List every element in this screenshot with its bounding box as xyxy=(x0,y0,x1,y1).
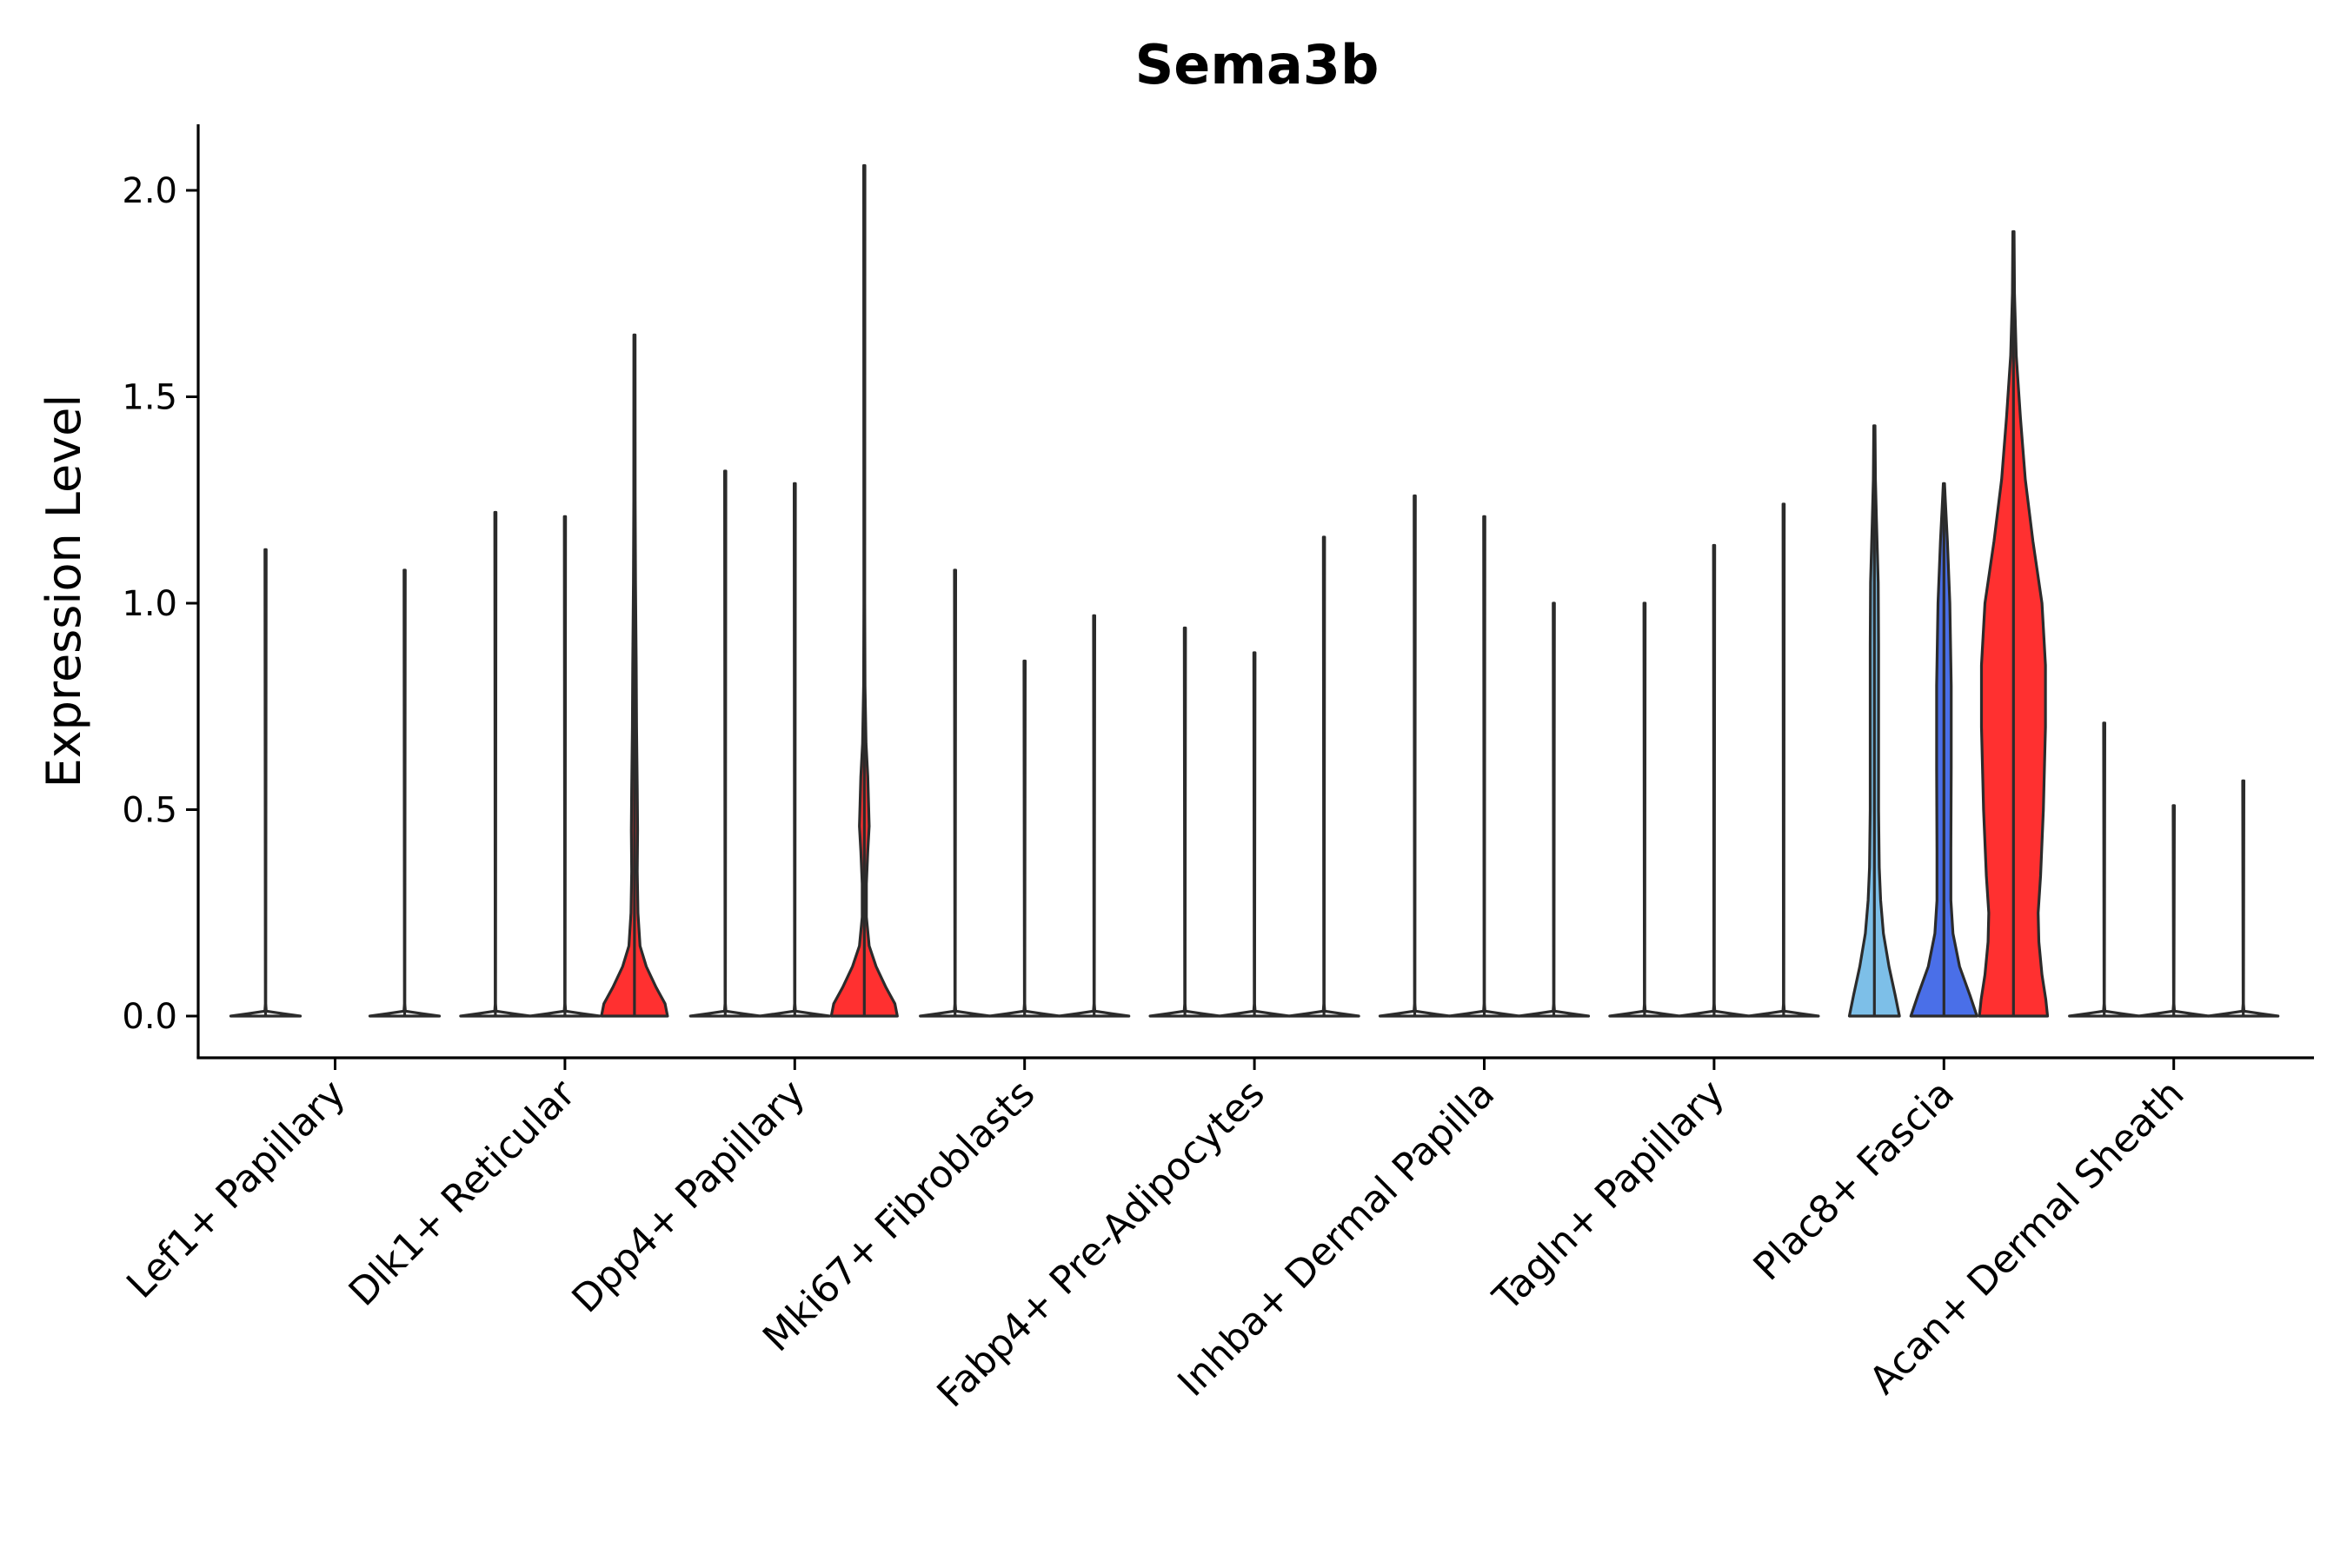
x-tick-label: Tagln+ Papillary xyxy=(1485,1072,1733,1320)
y-tick-label: 1.0 xyxy=(122,584,177,624)
violins xyxy=(229,163,2280,1018)
y-axis-label: Expression Level xyxy=(37,395,91,788)
y-tick-label: 1.5 xyxy=(122,378,177,418)
y-tick-label: 0.0 xyxy=(122,997,177,1037)
y-tick-label: 2.0 xyxy=(122,171,177,211)
y-tick-label: 0.5 xyxy=(122,791,177,831)
x-tick-label: Dlk1+ Reticular xyxy=(341,1071,585,1315)
chart-title: Sema3b xyxy=(1135,33,1380,96)
x-tick-label: Lef1+ Papillary xyxy=(118,1072,354,1307)
x-tick-label: Dpp4+ Papillary xyxy=(563,1072,814,1322)
y-ticks: 0.0 0.5 1.0 1.5 2.0 xyxy=(122,171,198,1037)
x-tick-label: Plac8+ Fascia xyxy=(1745,1072,1964,1290)
